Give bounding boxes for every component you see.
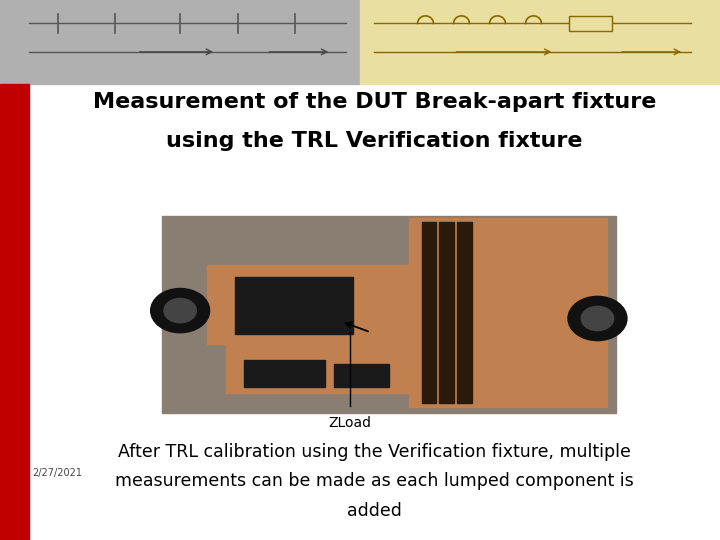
Circle shape bbox=[568, 296, 627, 341]
Text: After TRL calibration using the Verification fixture, multiple: After TRL calibration using the Verifica… bbox=[118, 443, 631, 461]
Circle shape bbox=[150, 288, 210, 333]
Bar bbox=[334, 364, 389, 388]
Bar bbox=[409, 218, 606, 407]
Text: using the TRL Verification fixture: using the TRL Verification fixture bbox=[166, 131, 582, 151]
Bar bbox=[0, 84, 29, 540]
Bar bbox=[439, 222, 454, 403]
Bar bbox=[207, 265, 420, 344]
Circle shape bbox=[581, 306, 613, 330]
Bar bbox=[422, 222, 436, 403]
Text: measurements can be made as each lumped component is: measurements can be made as each lumped … bbox=[115, 472, 634, 490]
Bar bbox=[162, 216, 616, 413]
Bar bbox=[235, 277, 353, 334]
Circle shape bbox=[164, 299, 197, 323]
Text: 2/27/2021: 2/27/2021 bbox=[32, 468, 82, 478]
Bar bbox=[243, 360, 325, 388]
Bar bbox=[569, 16, 612, 31]
Text: added: added bbox=[347, 502, 402, 520]
Text: ZLoad: ZLoad bbox=[329, 416, 372, 430]
Text: Measurement of the DUT Break-apart fixture: Measurement of the DUT Break-apart fixtu… bbox=[93, 92, 656, 112]
Bar bbox=[457, 222, 472, 403]
Bar bbox=[0, 0, 360, 84]
Bar bbox=[360, 0, 720, 84]
Bar bbox=[225, 338, 420, 393]
